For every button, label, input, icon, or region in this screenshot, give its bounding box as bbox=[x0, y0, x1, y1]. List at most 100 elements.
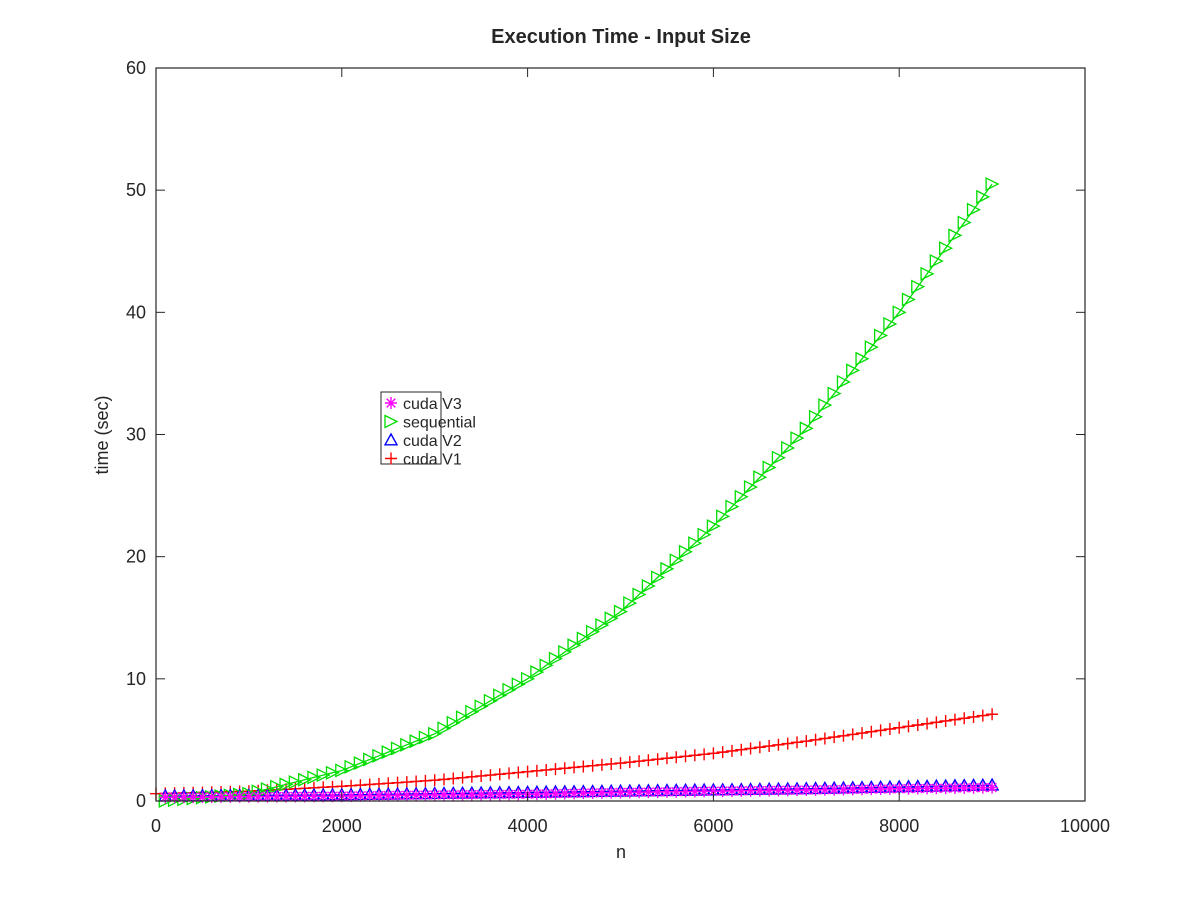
triangle-right-marker bbox=[520, 671, 536, 686]
plus-marker bbox=[577, 760, 590, 773]
triangle-right-marker bbox=[576, 631, 591, 646]
plus-marker bbox=[856, 727, 869, 740]
triangle-right-marker bbox=[725, 499, 740, 514]
asterisk-marker bbox=[530, 788, 543, 801]
asterisk-marker bbox=[688, 785, 701, 798]
plus-marker bbox=[698, 748, 711, 761]
triangle-right-marker bbox=[455, 710, 471, 725]
asterisk-marker bbox=[549, 787, 562, 800]
asterisk-marker bbox=[586, 786, 599, 799]
plot-series bbox=[150, 177, 1000, 809]
asterisk-marker bbox=[605, 786, 618, 799]
asterisk-marker bbox=[261, 790, 274, 803]
asterisk-marker bbox=[651, 785, 664, 798]
asterisk-marker bbox=[846, 783, 859, 796]
triangle-right-marker bbox=[270, 779, 285, 794]
asterisk-marker bbox=[159, 791, 172, 804]
plus-marker bbox=[967, 710, 980, 723]
triangle-right-marker bbox=[818, 398, 833, 413]
y-tick-label: 60 bbox=[126, 58, 146, 78]
asterisk-marker bbox=[224, 790, 237, 803]
plus-marker bbox=[651, 753, 664, 766]
plus-marker bbox=[986, 708, 999, 721]
triangle-right-marker bbox=[734, 489, 749, 504]
triangle-right-marker bbox=[892, 305, 907, 320]
plus-marker bbox=[707, 747, 720, 760]
plus-marker bbox=[781, 737, 794, 750]
plus-marker bbox=[688, 749, 701, 762]
triangle-up-marker bbox=[383, 432, 399, 446]
asterisk-marker bbox=[791, 784, 804, 797]
legend-entry-cuda-v1: cuda V1 bbox=[385, 452, 462, 469]
asterisk-marker bbox=[372, 789, 385, 802]
asterisk-marker bbox=[837, 783, 850, 796]
asterisk-marker bbox=[400, 789, 413, 802]
plus-marker bbox=[809, 733, 822, 746]
asterisk-marker bbox=[385, 397, 397, 409]
asterisk-marker bbox=[967, 781, 980, 794]
x-tick-label: 0 bbox=[151, 816, 161, 836]
asterisk-marker bbox=[447, 788, 460, 801]
asterisk-marker bbox=[809, 783, 822, 796]
asterisk-marker bbox=[215, 790, 228, 803]
triangle-right-marker bbox=[353, 756, 368, 771]
triangle-right-marker bbox=[511, 677, 526, 692]
plus-marker bbox=[828, 731, 841, 744]
triangle-right-marker bbox=[409, 734, 424, 749]
triangle-right-marker bbox=[697, 527, 712, 542]
plus-marker bbox=[679, 750, 692, 763]
triangle-right-marker bbox=[288, 775, 303, 790]
asterisk-marker bbox=[428, 788, 441, 801]
triangle-right-marker bbox=[623, 596, 638, 611]
triangle-right-marker bbox=[418, 730, 433, 745]
plus-marker bbox=[633, 755, 646, 768]
asterisk-marker bbox=[252, 790, 265, 803]
y-axis-label: time (sec) bbox=[92, 395, 112, 474]
asterisk-marker bbox=[568, 787, 581, 800]
y-tick-label: 40 bbox=[126, 302, 146, 322]
triangle-right-marker bbox=[660, 561, 675, 576]
triangle-right-marker bbox=[651, 570, 666, 585]
asterisk-marker bbox=[623, 786, 636, 799]
asterisk-marker bbox=[177, 791, 190, 804]
asterisk-marker bbox=[298, 790, 311, 803]
plus-marker bbox=[484, 769, 497, 782]
triangle-right-marker bbox=[920, 266, 935, 281]
plus-marker bbox=[744, 742, 757, 755]
plus-marker bbox=[521, 765, 534, 778]
asterisk-marker bbox=[391, 789, 404, 802]
plus-marker bbox=[670, 751, 683, 764]
asterisk-marker bbox=[465, 788, 478, 801]
triangle-right-marker bbox=[966, 202, 981, 217]
legend-label: sequential bbox=[403, 415, 476, 432]
triangle-right-marker bbox=[400, 737, 415, 752]
triangle-right-marker bbox=[948, 228, 963, 243]
asterisk-marker bbox=[753, 784, 766, 797]
plus-marker bbox=[883, 723, 896, 736]
triangle-right-marker bbox=[846, 363, 861, 378]
asterisk-marker bbox=[633, 786, 646, 799]
plus-marker bbox=[837, 729, 850, 742]
asterisk-marker bbox=[205, 790, 218, 803]
asterisk-marker bbox=[540, 787, 553, 800]
asterisk-marker bbox=[707, 785, 720, 798]
plus-marker bbox=[939, 714, 952, 727]
triangle-right-marker bbox=[613, 604, 628, 619]
triangle-right-marker bbox=[279, 777, 294, 792]
plus-marker bbox=[568, 761, 581, 774]
y-tick-label: 10 bbox=[126, 669, 146, 689]
plus-marker bbox=[558, 762, 571, 775]
legend-entry-sequential: sequential bbox=[384, 414, 476, 432]
triangle-right-marker bbox=[957, 215, 972, 230]
plus-marker bbox=[725, 744, 738, 757]
legend-label: cuda V3 bbox=[403, 396, 462, 413]
asterisk-marker bbox=[595, 786, 608, 799]
asterisk-marker bbox=[345, 789, 358, 802]
plus-marker bbox=[865, 725, 878, 738]
triangle-right-marker bbox=[985, 177, 1000, 192]
asterisk-marker bbox=[670, 785, 683, 798]
asterisk-marker bbox=[800, 784, 813, 797]
asterisk-marker bbox=[660, 785, 673, 798]
plus-marker bbox=[623, 756, 636, 769]
